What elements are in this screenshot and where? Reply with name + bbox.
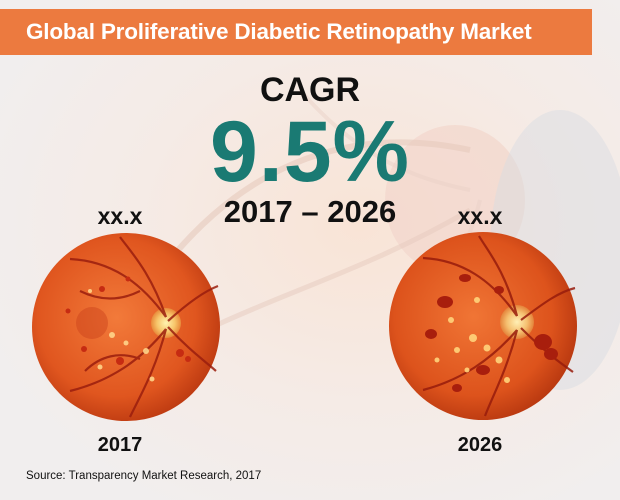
retina-2017-image: [32, 233, 220, 421]
source-note: Source: Transparency Market Research, 20…: [26, 470, 262, 482]
forecast-period: 2017 – 2026: [223, 194, 397, 229]
value-2026: xx.x: [457, 203, 503, 229]
retina-2026-image: [389, 232, 577, 420]
cagr-value: 9.5%: [209, 104, 411, 200]
year-2017: 2017: [97, 434, 143, 456]
title-bar: [0, 9, 592, 55]
year-2026: 2026: [457, 434, 503, 456]
value-2017: xx.x: [97, 203, 143, 229]
page-title: Global Proliferative Diabetic Retinopath…: [26, 19, 532, 44]
cagr-label: CAGR: [259, 71, 361, 109]
